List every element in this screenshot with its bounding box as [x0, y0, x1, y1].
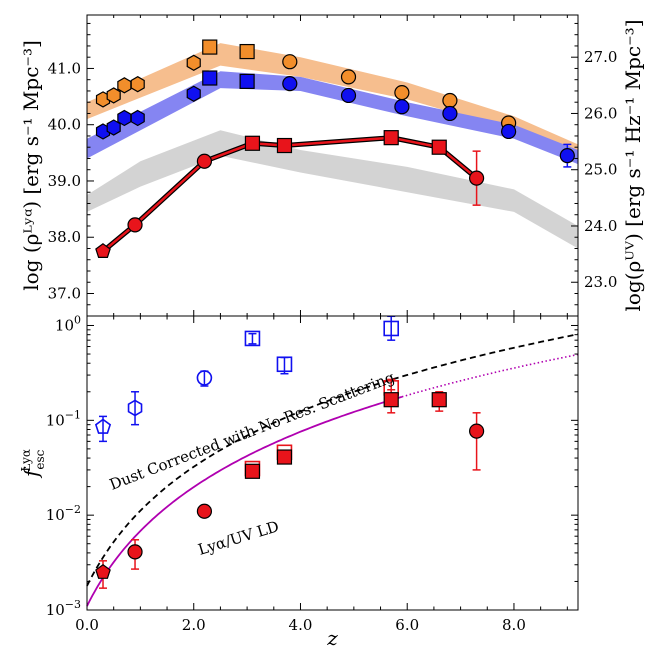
annotation-lya-uv: Lyα/UV LD: [196, 517, 281, 559]
top-ytick-label-left: 39.0: [48, 172, 81, 190]
top-point-2-7: [468, 170, 485, 186]
top-point-0-5: [202, 39, 218, 55]
bot-point-2-2: [196, 503, 213, 519]
x-tick-label: 6.0: [395, 616, 419, 634]
lya-line: [102, 136, 478, 253]
bot-point-2-3: [244, 463, 261, 479]
top-ytick-label-right: 25.0: [584, 161, 617, 179]
bot-point-2-0: [95, 564, 111, 579]
top-point-1-8: [340, 87, 357, 104]
top-point-1-11: [501, 123, 517, 140]
top-ytick-label-right: 26.0: [584, 104, 617, 122]
top-point-2-6: [431, 139, 447, 155]
top-ticks: 37.0 38.0 39.0 40.0 41.0 23.0 24.0 25.0 26.0 27.0: [48, 15, 617, 316]
top-point-1-10: [442, 105, 458, 122]
top-point-1-5: [202, 70, 218, 86]
bot-ytick-label: 10−2: [46, 503, 81, 524]
top-point-1-3: [130, 109, 145, 127]
top-ylabel-left: log (ρᴸʸᵅ) [erg s⁻¹ Mpc⁻³]: [19, 40, 43, 291]
top-point-1-6: [239, 73, 255, 89]
top-ytick-label-left: 41.0: [48, 59, 81, 77]
x-tick-label: 2.0: [182, 616, 206, 634]
curve-0: [86, 333, 579, 587]
top-point-0-4: [186, 54, 201, 72]
top-point-2-3: [244, 135, 261, 151]
top-lines: [101, 135, 479, 254]
top-point-0-7: [282, 54, 298, 70]
x-axis-label: z: [326, 626, 338, 650]
top-ytick-label-right: 23.0: [584, 273, 617, 291]
bot-point-0-2: [196, 370, 213, 386]
top-ytick-label-left: 38.0: [48, 228, 81, 246]
top-ytick-label-right: 24.0: [584, 217, 617, 235]
top-point-0-6: [239, 43, 255, 60]
band-0: [87, 43, 578, 159]
top-point-2-5: [383, 130, 399, 146]
bot-ytick-exp: −3: [65, 598, 81, 611]
bottom-points: [94, 315, 485, 589]
bot-point-2-7: [468, 423, 485, 439]
top-point-1-12: [559, 148, 575, 164]
bot-point-2-5: [383, 392, 399, 408]
top-points: [95, 39, 575, 258]
bot-ytick-exp: 0: [74, 313, 81, 326]
bot-ytick-label: 100: [55, 313, 81, 334]
top-point-0-8: [340, 69, 357, 85]
bot-point-0-1: [127, 399, 143, 417]
bot-point-0-4: [276, 356, 293, 373]
top-panel: 37.0 38.0 39.0 40.0 41.0 23.0 24.0 25.0 26.0 27.0…: [19, 14, 645, 317]
top-ytick-label-right: 27.0: [584, 48, 617, 66]
top-point-1-2: [117, 109, 132, 127]
bot-point-2-6: [431, 392, 447, 408]
top-point-2-2: [196, 153, 213, 169]
top-point-1-7: [282, 76, 298, 92]
top-ylabel-right: log(ρᵁⱽ) [erg s⁻¹ Hz⁻¹ Mpc⁻³]: [621, 20, 645, 312]
top-point-0-9: [394, 85, 410, 101]
x-tick-label: 8.0: [502, 616, 526, 634]
curve-2: [401, 353, 579, 398]
x-tick-label: 4.0: [289, 616, 313, 634]
bottom-plot-frame: [86, 315, 579, 611]
top-bands: [87, 43, 578, 249]
bot-point-0-5: [383, 320, 400, 337]
top-point-1-4: [186, 85, 201, 102]
top-point-0-10: [442, 92, 458, 109]
bot-point-0-0: [94, 418, 112, 434]
top-point-0-2: [117, 77, 132, 94]
bot-point-2-1: [127, 544, 143, 560]
top-point-2-4: [276, 137, 293, 154]
bot-ytick-label: 10−3: [46, 598, 81, 619]
top-point-2-1: [127, 217, 143, 233]
bot-point-0-3: [244, 330, 261, 347]
x-tick-label: 0.0: [75, 616, 99, 634]
bottom-curves: [86, 333, 579, 607]
curve-1: [86, 395, 403, 607]
band-1: [87, 71, 578, 165]
band-2: [87, 130, 578, 249]
bot-ytick-label: 10−1: [46, 408, 81, 429]
bottom-ylabel: fescLyα: [19, 449, 47, 479]
bot-ylabel-superscript: Lyα: [19, 449, 33, 472]
top-point-1-1: [106, 119, 121, 136]
bot-ytick-exp: −1: [65, 408, 81, 421]
bot-ytick-base: 10: [46, 411, 65, 429]
top-point-0-3: [130, 76, 145, 93]
top-point-1-9: [394, 99, 410, 115]
bot-ytick-base: 10: [46, 601, 65, 619]
bot-point-2-4: [276, 449, 293, 465]
top-point-0-1: [106, 87, 121, 104]
top-ytick-label-left: 37.0: [48, 284, 81, 302]
bot-ytick-exp: −2: [65, 503, 81, 516]
bot-ytick-base: 10: [55, 316, 74, 334]
bot-ytick-base: 10: [46, 506, 65, 524]
top-point-2-0: [95, 243, 111, 258]
bot-ylabel-subscript: esc: [33, 449, 47, 469]
top-ytick-label-left: 40.0: [48, 116, 81, 134]
